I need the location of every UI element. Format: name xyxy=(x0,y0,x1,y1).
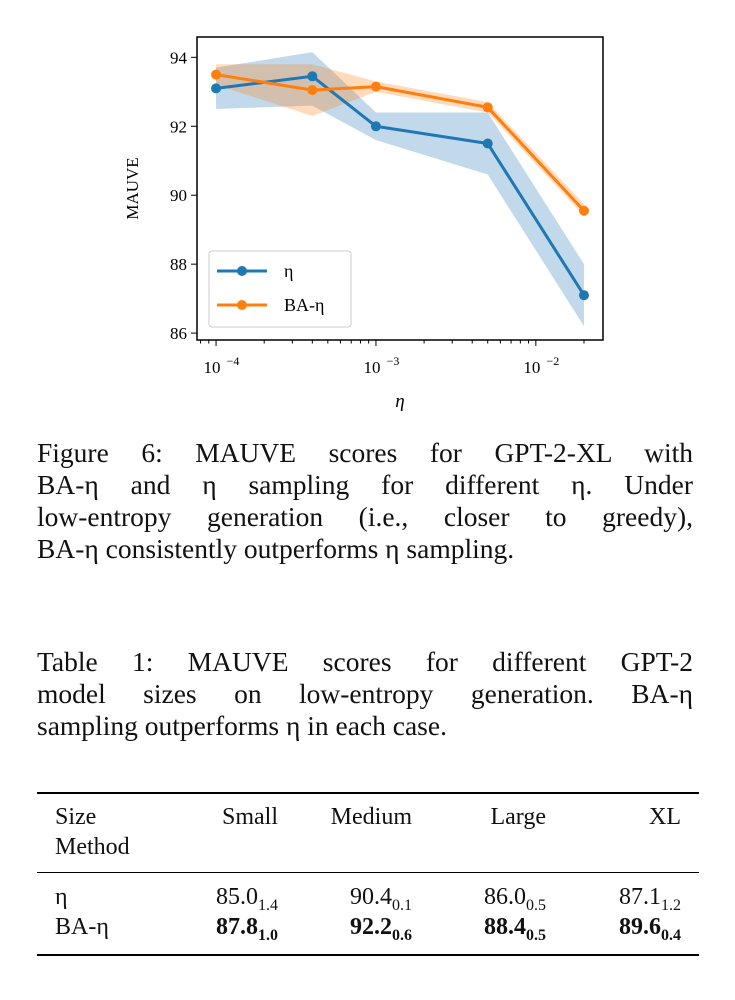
cell-std: 0.4 xyxy=(661,926,681,944)
cell-std: 0.5 xyxy=(526,926,546,944)
mauve-chart: 86 88 90 92 94 10 −4 10 −3 10 −2 η MAUVE η BA-η xyxy=(123,36,604,412)
column-header: Small xyxy=(222,804,278,831)
x-axis-label: η xyxy=(395,391,404,412)
legend-label-1: BA-η xyxy=(284,295,324,315)
table-cell: 92.20.6 xyxy=(350,914,412,945)
table-cell: 86.00.5 xyxy=(484,884,546,915)
table-cell: 90.40.1 xyxy=(350,884,412,915)
caption-line: sampling outperforms η in each case. xyxy=(37,710,447,741)
cell-value: Large xyxy=(490,804,546,830)
cell-value: BA-η xyxy=(55,914,109,940)
data-point xyxy=(370,81,381,92)
cell-std: 1.2 xyxy=(661,896,681,914)
data-point xyxy=(482,102,493,113)
bottom-rule xyxy=(37,954,699,956)
x-tick-label: 10 xyxy=(523,358,540,377)
plot-frame xyxy=(196,36,604,341)
cell-value: η xyxy=(55,884,68,910)
table-cell: 85.01.4 xyxy=(216,884,278,915)
data-point xyxy=(578,290,589,301)
legend-box xyxy=(208,250,352,328)
y-tick-label: 94 xyxy=(170,48,188,67)
legend-label-0: η xyxy=(284,261,293,281)
cell-value: 87.1 xyxy=(619,884,661,910)
cell-value: Medium xyxy=(330,804,412,830)
caption-line: BA-η consistently outperforms η sampling… xyxy=(37,533,515,564)
data-point xyxy=(211,69,222,80)
table-cell: 87.11.2 xyxy=(619,884,681,915)
figure-caption: Figure 6: MAUVE scores for GPT-2-XL with… xyxy=(37,437,693,565)
cell-value: 86.0 xyxy=(484,884,526,910)
column-header: Medium xyxy=(331,804,412,831)
confidence-band-0 xyxy=(216,52,584,327)
cell-std: 1.0 xyxy=(258,926,278,944)
cell-value: XL xyxy=(649,804,681,830)
row-method: η xyxy=(55,884,68,911)
mid-rule xyxy=(37,872,699,873)
table-cell: 87.81.0 xyxy=(216,914,278,945)
data-point xyxy=(482,138,493,149)
row-method: BA-η xyxy=(55,914,109,941)
data-point xyxy=(211,83,222,94)
cell-std: 0.5 xyxy=(526,896,546,914)
cell-value: 85.0 xyxy=(216,884,258,910)
cell-std: 0.6 xyxy=(392,926,412,944)
top-rule xyxy=(37,792,699,794)
caption-line: BA-η and η sampling for different η. Und… xyxy=(37,469,693,500)
table-cell: 88.40.5 xyxy=(484,914,546,945)
cell-value: 89.6 xyxy=(619,914,661,940)
data-point xyxy=(307,71,318,82)
cell-value: 88.4 xyxy=(484,914,526,940)
column-header: XL xyxy=(649,804,681,831)
header-size: Size xyxy=(55,804,97,830)
legend-marker-1 xyxy=(237,300,247,310)
caption-line: low-entropy generation (i.e., closer to … xyxy=(37,501,693,532)
x-tick-exponent: −3 xyxy=(387,354,400,368)
column-header: Large xyxy=(490,804,546,831)
x-tick-label: 10 xyxy=(363,358,380,377)
x-tick-exponent: −4 xyxy=(227,354,240,368)
y-tick-label: 90 xyxy=(170,186,187,205)
cell-value: Small xyxy=(221,804,278,830)
cell-std: 1.4 xyxy=(258,896,278,914)
data-point xyxy=(370,121,381,132)
data-point xyxy=(307,85,318,96)
legend-marker-0 xyxy=(237,266,247,276)
y-tick-label: 88 xyxy=(170,255,187,274)
table-caption: Table 1: MAUVE scores for different GPT-… xyxy=(37,646,693,742)
caption-line: Table 1: MAUVE scores for different GPT-… xyxy=(37,646,693,677)
y-axis-label: MAUVE xyxy=(123,157,142,219)
confidence-band-1 xyxy=(216,64,584,216)
data-point xyxy=(578,205,589,216)
header-method: Method xyxy=(55,834,130,860)
y-tick-label: 92 xyxy=(170,117,187,136)
table-cell: 89.60.4 xyxy=(619,914,681,945)
x-tick-exponent: −2 xyxy=(546,354,559,368)
cell-value: 87.8 xyxy=(216,914,258,940)
caption-line: Figure 6: MAUVE scores for GPT-2-XL with xyxy=(37,437,693,468)
cell-std: 0.1 xyxy=(392,896,412,914)
x-tick-label: 10 xyxy=(204,358,221,377)
y-tick-label: 86 xyxy=(170,324,187,343)
cell-value: 90.4 xyxy=(350,884,392,910)
caption-line: model sizes on low-entropy generation. B… xyxy=(37,678,693,709)
cell-value: 92.2 xyxy=(350,914,392,940)
